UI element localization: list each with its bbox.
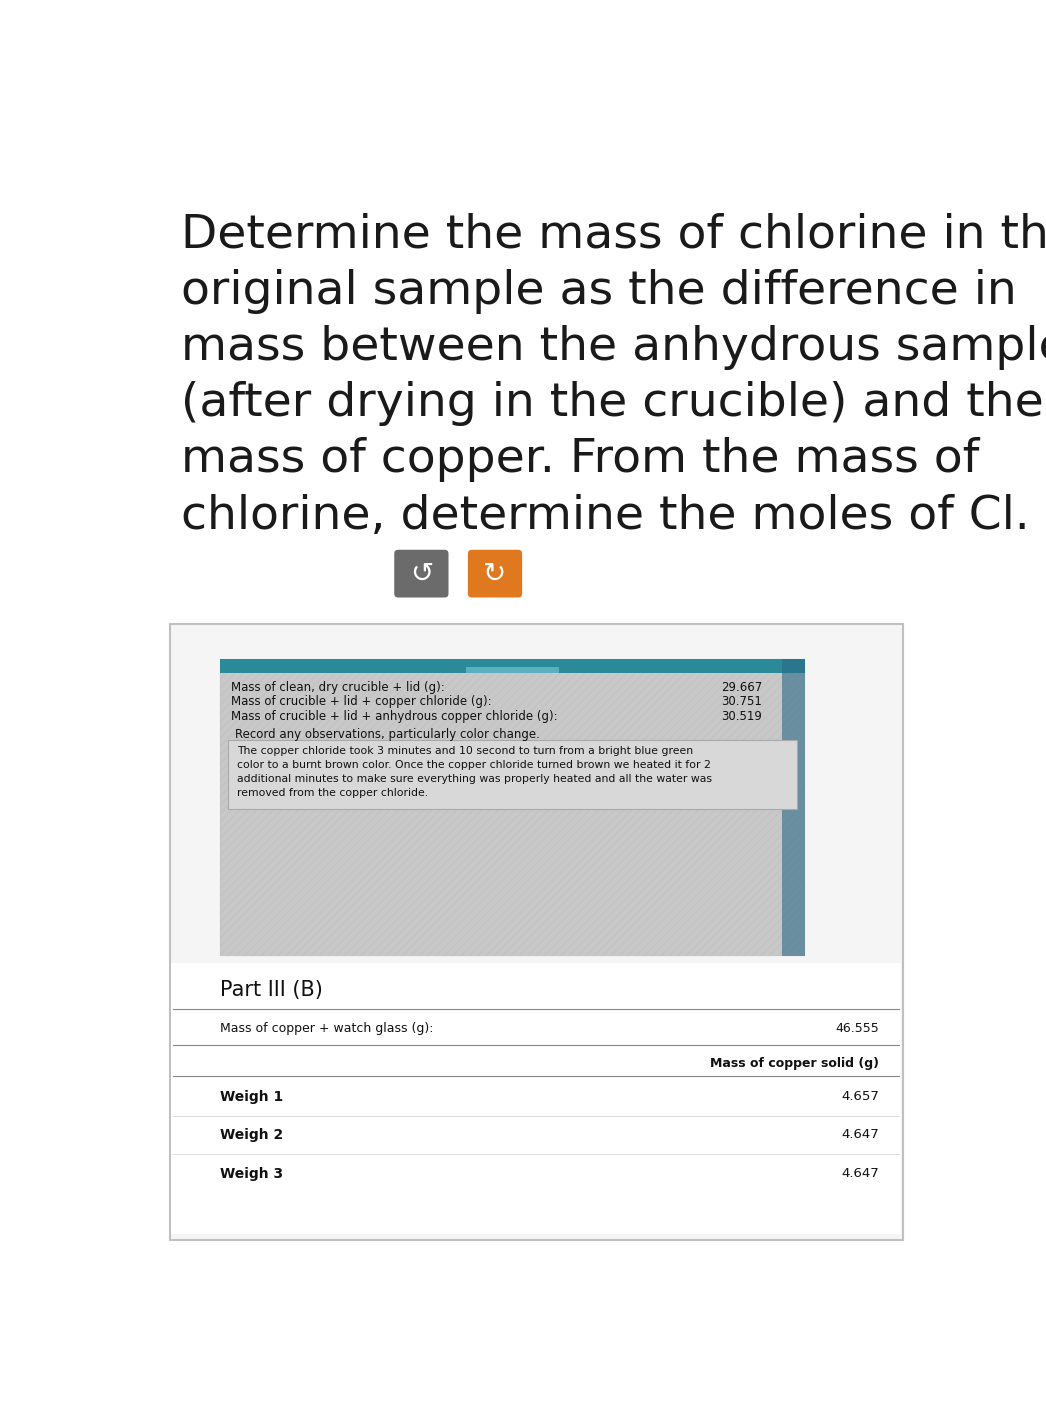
Text: Mass of clean, dry crucible + lid (g):: Mass of clean, dry crucible + lid (g): (231, 681, 445, 693)
Bar (220, 659, 805, 956)
Text: 30.751: 30.751 (722, 695, 763, 709)
Text: Mass of crucible + lid + anhydrous copper chloride (g):: Mass of crucible + lid + anhydrous coppe… (231, 710, 558, 723)
Text: 4.647: 4.647 (842, 1129, 880, 1141)
Bar (220, 659, 805, 956)
Text: Weigh 3: Weigh 3 (220, 1167, 283, 1181)
Text: Mass of copper + watch glass (g):: Mass of copper + watch glass (g): (220, 1022, 433, 1035)
Bar (169, 624, 903, 1241)
Text: Record any observations, particularly color change.: Record any observations, particularly co… (235, 727, 540, 740)
Text: Weigh 2: Weigh 2 (220, 1129, 283, 1141)
Text: 46.555: 46.555 (836, 1022, 880, 1035)
Text: 4.647: 4.647 (842, 1167, 880, 1180)
Text: 30.519: 30.519 (722, 710, 763, 723)
Text: Determine the mass of chlorine in the
original sample as the difference in
mass : Determine the mass of chlorine in the or… (181, 213, 1046, 539)
Text: 4.657: 4.657 (842, 1089, 880, 1103)
Bar (220, 659, 805, 674)
Text: The copper chloride took 3 minutes and 10 second to turn from a bright blue gree: The copper chloride took 3 minutes and 1… (237, 746, 712, 798)
Bar (465, 666, 559, 674)
Text: ↺: ↺ (410, 560, 433, 587)
Text: Mass of copper solid (g): Mass of copper solid (g) (710, 1058, 880, 1071)
FancyBboxPatch shape (394, 550, 449, 597)
Text: Weigh 1: Weigh 1 (220, 1089, 283, 1103)
FancyBboxPatch shape (228, 740, 797, 810)
Bar (781, 659, 805, 956)
Bar (172, 963, 901, 1234)
Text: ↻: ↻ (483, 560, 506, 587)
Text: Mass of crucible + lid + copper chloride (g):: Mass of crucible + lid + copper chloride… (231, 695, 492, 709)
FancyBboxPatch shape (468, 550, 522, 597)
Text: Part III (B): Part III (B) (220, 980, 323, 1000)
Text: 29.667: 29.667 (721, 681, 763, 693)
